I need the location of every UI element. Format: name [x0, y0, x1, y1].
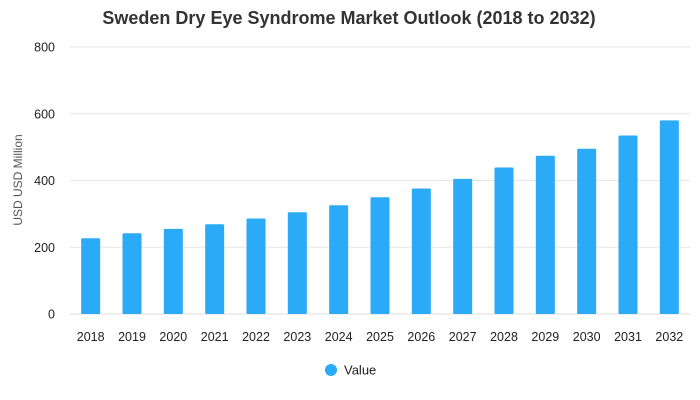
chart-title: Sweden Dry Eye Syndrome Market Outlook (…	[102, 8, 595, 28]
y-tick-label: 800	[34, 41, 55, 55]
x-tick-label: 2022	[242, 330, 270, 344]
legend-swatch[interactable]	[325, 364, 337, 376]
bar-2026[interactable]	[411, 188, 431, 314]
legend[interactable]: Value	[325, 363, 376, 378]
x-tick-label: 2021	[201, 330, 229, 344]
legend-label[interactable]: Value	[344, 363, 376, 378]
bar-2022[interactable]	[246, 218, 266, 314]
y-axis-label: USD USD Million	[11, 134, 25, 225]
x-tick-label: 2029	[531, 330, 559, 344]
y-axis-ticks: 0 200 400 600 800	[34, 41, 55, 322]
x-tick-label: 2028	[490, 330, 518, 344]
bar-2018[interactable]	[81, 238, 101, 314]
y-tick-label: 200	[34, 241, 55, 255]
y-tick-label: 400	[34, 174, 55, 188]
x-tick-label: 2020	[159, 330, 187, 344]
bar-2024[interactable]	[329, 205, 349, 314]
x-tick-label: 2025	[366, 330, 394, 344]
y-tick-label: 600	[34, 107, 55, 121]
x-tick-label: 2024	[325, 330, 353, 344]
x-tick-label: 2023	[283, 330, 311, 344]
bar-2021[interactable]	[205, 224, 225, 314]
bar-2028[interactable]	[494, 167, 514, 314]
bar-2030[interactable]	[577, 148, 597, 314]
x-axis-ticks: 2018 2019 2020 2021 2022 2023 2024 2025 2026 2027…	[77, 330, 684, 344]
x-tick-label: 2032	[655, 330, 683, 344]
x-tick-label: 2026	[407, 330, 435, 344]
bar-2019[interactable]	[122, 233, 142, 314]
bar-2032[interactable]	[659, 120, 679, 314]
x-tick-label: 2019	[118, 330, 146, 344]
bar-2023[interactable]	[287, 212, 307, 314]
bar-2031[interactable]	[618, 135, 638, 314]
bar-2029[interactable]	[535, 155, 555, 314]
x-tick-label: 2031	[614, 330, 642, 344]
x-tick-label: 2030	[573, 330, 601, 344]
bar-2020[interactable]	[163, 228, 183, 314]
bar-2025[interactable]	[370, 197, 390, 314]
bar-2027[interactable]	[453, 178, 473, 314]
bars	[81, 120, 679, 314]
y-tick-label: 0	[48, 308, 55, 322]
x-tick-label: 2027	[449, 330, 477, 344]
x-tick-label: 2018	[77, 330, 105, 344]
